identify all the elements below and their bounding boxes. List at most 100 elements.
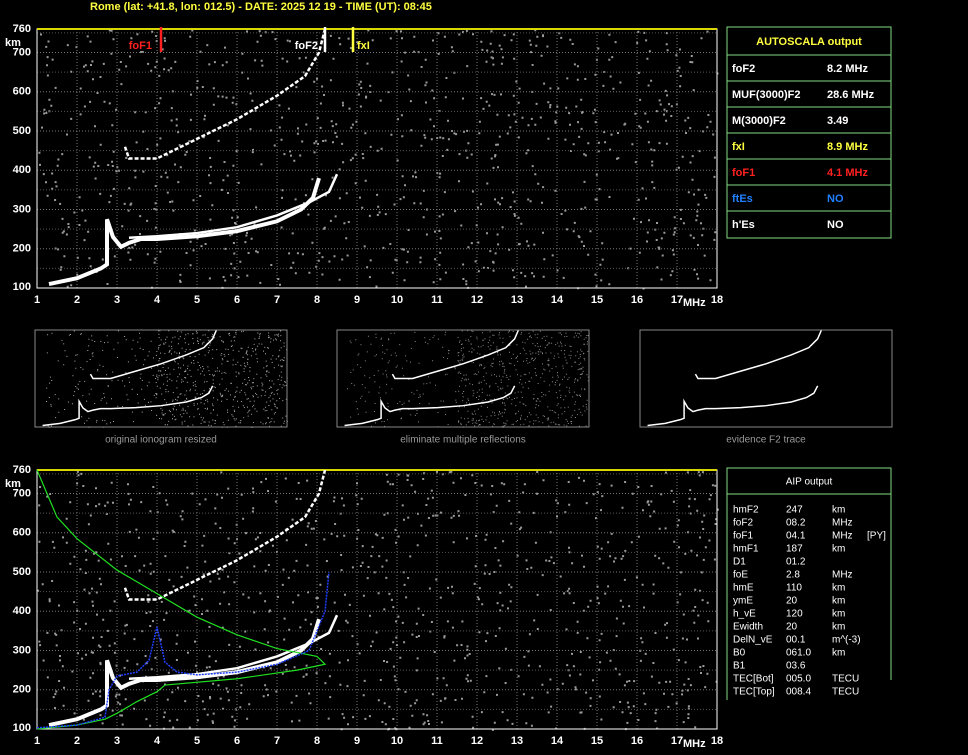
x-tick-label: 18: [711, 294, 723, 306]
x-tick-label: 3: [114, 294, 120, 306]
trace: [123, 469, 327, 601]
aip-cell: 03.6: [786, 661, 806, 672]
row-name: M(3000)F2: [732, 115, 786, 127]
y-tick-label: 600: [13, 527, 31, 539]
thumb-caption: eliminate multiple reflections: [400, 435, 526, 446]
x-tick-label: 13: [511, 735, 523, 747]
x-unit: MHz: [683, 738, 706, 750]
x-tick-label: 16: [631, 294, 643, 306]
thumb-frame: [639, 329, 893, 428]
x-tick-label: 14: [551, 294, 564, 306]
trace: [48, 177, 321, 287]
y-tick-label: 300: [13, 203, 31, 215]
aip-cell: foF2: [733, 518, 753, 529]
row-value: 3.49: [827, 115, 848, 127]
y-tick-label: 600: [13, 86, 31, 98]
thumb-noise: [347, 330, 590, 428]
trace: [128, 173, 339, 240]
aip-cell: MHz: [832, 531, 853, 542]
x-tick-label: 8: [314, 735, 320, 747]
aip-title: AIP output: [786, 477, 833, 488]
noise: [37, 470, 719, 731]
y-tick-label: 760: [13, 23, 31, 35]
aip-cell: [PY]: [867, 531, 886, 542]
x-tick-label: 12: [471, 294, 483, 306]
x-tick-label: 13: [511, 294, 523, 306]
x-tick-label: 10: [391, 735, 403, 747]
x-tick-label: 5: [194, 294, 200, 306]
aip-cell: 187: [786, 544, 803, 555]
row-name: foF2: [732, 63, 755, 75]
aip-cell: D1: [733, 557, 746, 568]
y-tick-label: 200: [13, 243, 31, 255]
marker-label: fxI: [357, 40, 370, 52]
y-unit: km: [5, 37, 21, 49]
aip-cell: TECU: [832, 687, 859, 698]
aip-cell: MHz: [832, 570, 853, 581]
aip-cell: 08.2: [786, 518, 806, 529]
aip-cell: DelN_vE: [733, 635, 773, 646]
autoscala-title: AUTOSCALA output: [756, 36, 862, 48]
aip-cell: km: [832, 648, 845, 659]
y-tick-label: 400: [13, 605, 31, 617]
aip-cell: MHz: [832, 518, 853, 529]
marker-label: foF2: [295, 40, 318, 52]
aip-cell: hmE: [733, 583, 754, 594]
thumb-trace: [694, 329, 823, 380]
row-value: 4.1 MHz: [827, 167, 868, 179]
x-tick-label: 14: [551, 735, 564, 747]
row-value: 8.9 MHz: [827, 141, 868, 153]
x-tick-label: 7: [274, 294, 280, 306]
y-tick-label: 100: [13, 722, 31, 734]
aip-cell: Ewidth: [733, 622, 763, 633]
x-tick-label: 6: [234, 735, 240, 747]
aip-cell: foF1: [733, 531, 753, 542]
y-tick-label: 400: [13, 164, 31, 176]
row-name: MUF(3000)F2: [732, 89, 800, 101]
x-tick-label: 3: [114, 735, 120, 747]
aip-cell: km: [832, 596, 845, 607]
aip-cell: km: [832, 544, 845, 555]
thumb-frame: [336, 329, 590, 428]
y-tick-label: 700: [13, 46, 31, 58]
trace: [36, 571, 330, 729]
aip-cell: 01.2: [786, 557, 806, 568]
x-tick-label: 9: [354, 294, 360, 306]
aip-cell: hmF1: [733, 544, 759, 555]
x-tick-label: 12: [471, 735, 483, 747]
y-tick-label: 500: [13, 566, 31, 578]
x-tick-label: 1: [34, 294, 40, 306]
aip-box: [726, 467, 892, 495]
row-name: ftEs: [732, 193, 753, 205]
aip-cell: TEC[Top]: [733, 687, 775, 698]
row-value: 28.6 MHz: [827, 89, 875, 101]
aip-cell: m^(-3): [832, 635, 861, 646]
x-tick-label: 17: [671, 294, 683, 306]
y-tick-label: 200: [13, 684, 31, 696]
noise: [38, 29, 719, 290]
marker-label: foF1: [129, 40, 152, 52]
aip-cell: 120: [786, 609, 803, 620]
trace: [36, 469, 327, 730]
thumb-noise: [46, 330, 288, 428]
x-tick-label: 11: [431, 735, 443, 747]
x-tick-label: 8: [314, 294, 320, 306]
trace: [48, 618, 321, 728]
aip-cell: km: [832, 609, 845, 620]
aip-cell: 04.1: [786, 531, 806, 542]
x-tick-label: 18: [711, 735, 723, 747]
thumb-frame: [34, 329, 288, 428]
aip-cell: h_vE: [733, 609, 756, 620]
thumb-trace: [647, 385, 819, 427]
aip-cell: hmF2: [733, 505, 759, 516]
y-unit: km: [5, 478, 21, 490]
x-tick-label: 17: [671, 735, 683, 747]
thumb-trace: [391, 329, 520, 380]
x-tick-label: 10: [391, 294, 403, 306]
aip-cell: km: [832, 583, 845, 594]
x-tick-label: 4: [154, 294, 161, 306]
x-tick-label: 4: [154, 735, 161, 747]
aip-cell: ymE: [733, 596, 753, 607]
x-tick-label: 16: [631, 735, 643, 747]
